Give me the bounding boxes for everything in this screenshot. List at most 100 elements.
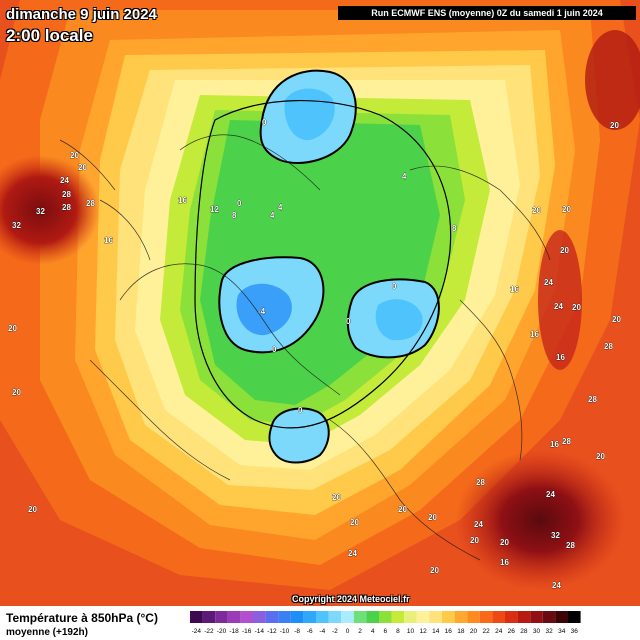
- legend-swatch: [190, 611, 203, 623]
- legend-swatch: [328, 611, 342, 623]
- legend-tick-label: 34: [558, 628, 566, 635]
- cold-pool-siberia-core: [375, 299, 423, 341]
- field-title: Température à 850hPa (°C): [6, 611, 158, 625]
- isotherm-label: 20: [612, 315, 621, 324]
- legend-tick-label: 2: [358, 628, 362, 635]
- legend-swatch: [353, 611, 367, 623]
- isotherm-label: 20: [78, 163, 87, 172]
- isotherm-label: 20: [428, 513, 437, 522]
- legend-swatch: [290, 611, 304, 623]
- legend-tick-label: 20: [470, 628, 478, 635]
- legend-tick-label: 30: [533, 628, 541, 635]
- isotherm-label: 20: [28, 505, 37, 514]
- legend-tick-label: -18: [229, 628, 239, 635]
- isotherm-label: 20: [560, 246, 569, 255]
- legend-tick-label: 6: [383, 628, 387, 635]
- isotherm-label: 16: [178, 196, 187, 205]
- isotherm-label: 16: [556, 353, 565, 362]
- isotherm-label: 4: [402, 172, 407, 181]
- isotherm-label: 24: [546, 490, 555, 499]
- legend-tick-label: -2: [332, 628, 338, 635]
- legend-tick-label: 36: [571, 628, 579, 635]
- legend-tick-label: -22: [204, 628, 214, 635]
- legend-swatch: [202, 611, 216, 623]
- legend-swatch: [479, 611, 493, 623]
- legend-tick-label: -8: [294, 628, 300, 635]
- isotherm-label: 16: [510, 285, 519, 294]
- hot-spot-europe: [455, 450, 625, 590]
- isotherm-label: 28: [588, 395, 597, 404]
- isotherm-label: 20: [430, 566, 439, 575]
- isotherm-label: 28: [86, 199, 95, 208]
- isotherm-label: 16: [530, 330, 539, 339]
- isotherm-label: 8: [452, 224, 457, 233]
- isotherm-label: 0: [346, 317, 351, 326]
- isotherm-label: 24: [554, 302, 563, 311]
- isotherm-label: 20: [332, 493, 341, 502]
- legend-tick-label: -20: [217, 628, 227, 635]
- isotherm-label: 28: [476, 478, 485, 487]
- legend-swatch: [429, 611, 442, 623]
- legend-swatch: [416, 611, 430, 623]
- isotherm-label: 20: [500, 538, 509, 547]
- legend-tick-label: 14: [432, 628, 440, 635]
- legend-swatch: [555, 611, 568, 623]
- legend-swatch: [316, 611, 329, 623]
- isotherm-label: 24: [544, 278, 553, 287]
- isotherm-label: 16: [500, 558, 509, 567]
- legend-tick-label: 4: [371, 628, 375, 635]
- legend-swatch: [227, 611, 241, 623]
- legend-tick-label: 24: [495, 628, 503, 635]
- isotherm-label: 28: [562, 437, 571, 446]
- isotherm-label: 24: [60, 176, 69, 185]
- isotherm-label: 20: [572, 303, 581, 312]
- isotherm-label: 20: [596, 452, 605, 461]
- isotherm-label: 20: [532, 206, 541, 215]
- legend-tick-label: -10: [280, 628, 290, 635]
- contour-zero-outline: [194, 100, 452, 429]
- legend-swatch: [530, 611, 543, 623]
- legend-swatch: [303, 611, 316, 623]
- copyright-text: Copyright 2024 Meteociel.fr: [292, 594, 410, 604]
- isotherm-label: 32: [551, 531, 560, 540]
- legend-swatch: [542, 611, 556, 623]
- legend-swatch: [442, 611, 455, 623]
- hot-spot-asia: [0, 155, 100, 265]
- isotherm-label: 0: [262, 118, 267, 127]
- legend-swatch: [215, 611, 228, 623]
- forecast-time: 2:00 locale: [6, 26, 93, 45]
- run-info-banner: Run ECMWF ENS (moyenne) 0Z du samedi 1 j…: [338, 6, 636, 20]
- legend-tick-label: 22: [482, 628, 490, 635]
- isotherm-label: 16: [550, 440, 559, 449]
- isotherm-label: 8: [232, 211, 237, 220]
- isotherm-label: 20: [8, 324, 17, 333]
- isotherm-label: 20: [350, 518, 359, 527]
- isotherm-label: 20: [70, 151, 79, 160]
- legend-swatch: [253, 611, 266, 623]
- legend-swatch: [391, 611, 405, 623]
- isotherm-label: 24: [552, 581, 561, 590]
- legend-swatch: [517, 611, 531, 623]
- legend-tick-label: 28: [520, 628, 528, 635]
- legend-swatch: [366, 611, 379, 623]
- isotherm-label: 28: [566, 541, 575, 550]
- isotherm-label: 24: [474, 520, 483, 529]
- legend-swatch: [492, 611, 505, 623]
- legend-swatch: [568, 611, 581, 623]
- legend-tick-label: 18: [457, 628, 465, 635]
- legend-tick-label: -16: [242, 628, 252, 635]
- hot-spot-canada-west: [538, 230, 582, 370]
- isotherm-label: 0: [237, 199, 242, 208]
- coastlines: [59, 134, 551, 561]
- legend-tick-label: -12: [267, 628, 277, 635]
- isotherm-label: 28: [62, 203, 71, 212]
- field-subtitle: moyenne (+192h): [6, 627, 88, 638]
- legend-tick-label: 32: [545, 628, 553, 635]
- legend-footer: Température à 850hPa (°C) moyenne (+192h…: [0, 606, 640, 640]
- isotherm-label: 20: [470, 536, 479, 545]
- isotherm-label: 20: [12, 388, 21, 397]
- color-scale-legend: -24 -22 -20 -18 -16 -14 -12 -10 -8 -6 -4 -2 0 2 4 6 8 10 1…: [190, 611, 581, 635]
- isotherm-label: 4: [278, 203, 283, 212]
